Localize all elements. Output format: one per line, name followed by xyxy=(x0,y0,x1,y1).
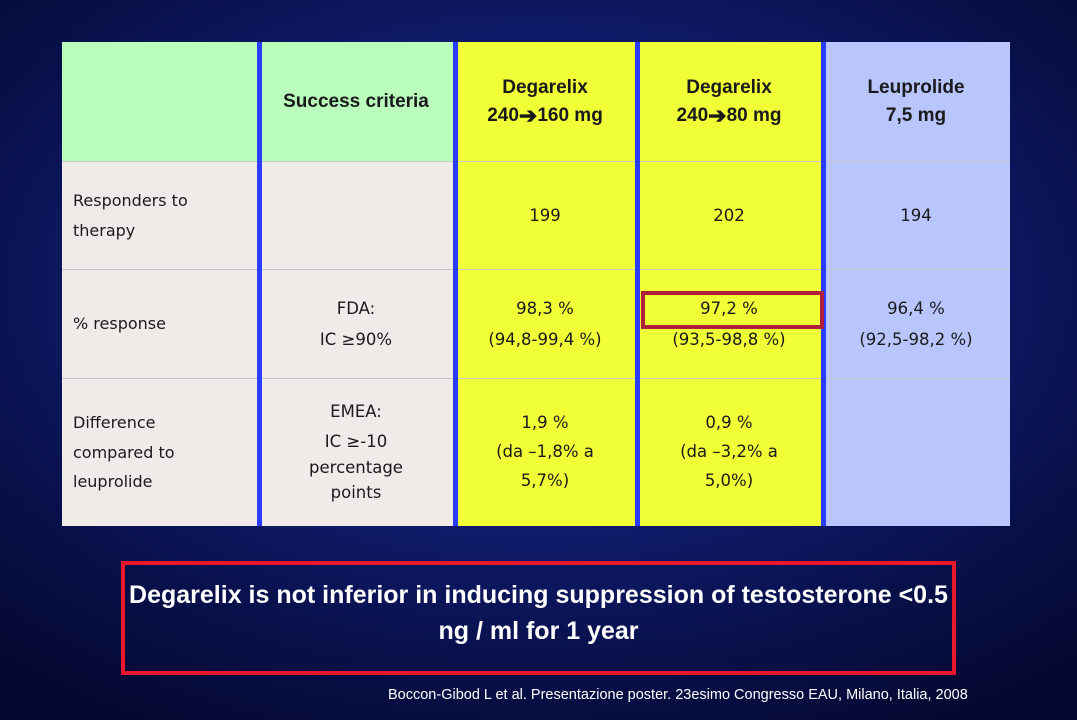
conclusion-text: Degarelix is not inferior in inducing su… xyxy=(129,581,948,646)
highlight-box xyxy=(641,291,824,329)
column-divider xyxy=(821,42,826,526)
criteria-agency: EMEA: xyxy=(330,402,382,422)
row-label-text: Responders to therapy xyxy=(73,190,188,240)
cell-value: 194 xyxy=(900,205,932,225)
header-degarelix-160-name: Degarelix xyxy=(502,76,588,98)
column-divider xyxy=(453,42,458,526)
cell-interval: (da –3,2% a 5,0%) xyxy=(680,442,778,490)
header-degarelix-80-dose: 240➔80 mg xyxy=(636,102,822,130)
row-label-text: Difference compared to leuprolide xyxy=(73,413,175,492)
table-cell: 0,9 % (da –3,2% a 5,0%) xyxy=(636,379,822,526)
header-degarelix-80-start: 240 xyxy=(676,104,709,126)
conclusion-callout: Degarelix is not inferior in inducing su… xyxy=(121,561,956,675)
criteria-cell-emea: EMEA: IC ≥-10 percentage points xyxy=(258,379,454,526)
criteria-cell-fda: FDA: IC ≥90% xyxy=(258,270,454,379)
row-label-responders: Responders to therapy xyxy=(62,162,258,270)
criteria-threshold: IC ≥90% xyxy=(319,330,393,349)
cell-value: 202 xyxy=(713,205,745,225)
cell-interval: (93,5-98,8 %) xyxy=(672,330,786,349)
table-cell: 1,9 % (da –1,8% a 5,7%) xyxy=(454,379,636,526)
column-divider xyxy=(257,42,262,526)
table-cell: 96,4 % (92,5-98,2 %) xyxy=(822,270,1010,379)
criteria-threshold: IC ≥-10 percentage points xyxy=(309,431,403,503)
row-label-text: % response xyxy=(73,314,166,334)
header-empty-cell xyxy=(62,42,258,162)
table-cell: 199 xyxy=(454,162,636,270)
header-degarelix-160: Degarelix 240➔160 mg xyxy=(454,42,636,162)
cell-value: 96,4 % xyxy=(887,298,945,318)
row-label-response: % response xyxy=(62,270,258,379)
row-label-difference: Difference compared to leuprolide xyxy=(62,379,258,526)
header-leuprolide-name: Leuprolide xyxy=(867,76,965,98)
table-cell: 202 xyxy=(636,162,822,270)
table-cell: 98,3 % (94,8-99,4 %) xyxy=(454,270,636,379)
header-degarelix-160-start: 240 xyxy=(487,104,519,126)
column-divider xyxy=(635,42,640,526)
header-success-criteria: Success criteria xyxy=(258,42,454,162)
citation: Boccon-Gibod L et al. Presentazione post… xyxy=(388,687,968,703)
header-degarelix-80: Degarelix 240➔80 mg xyxy=(636,42,822,162)
header-leuprolide: Leuprolide 7,5 mg xyxy=(822,42,1010,162)
header-degarelix-160-end: 160 mg xyxy=(537,104,603,126)
arrow-right-icon: ➔ xyxy=(518,102,538,128)
cell-interval: (92,5-98,2 %) xyxy=(859,330,973,349)
arrow-right-icon: ➔ xyxy=(708,102,727,128)
table-cell: 194 xyxy=(822,162,1010,270)
header-degarelix-160-dose: 240➔160 mg xyxy=(454,102,636,130)
criteria-agency: FDA: xyxy=(336,298,376,318)
criteria-cell-empty xyxy=(258,162,454,270)
header-success-criteria-text: Success criteria xyxy=(283,90,429,112)
cell-value: 0,9 % xyxy=(705,413,753,433)
cell-value: 98,3 % xyxy=(516,298,574,318)
table-cell: 97,2 % (93,5-98,8 %) xyxy=(636,270,822,379)
cell-value: 97,2 % xyxy=(700,298,758,318)
cell-value: 1,9 % xyxy=(521,413,569,433)
header-leuprolide-dose: 7,5 mg xyxy=(885,104,947,126)
cell-interval: (94,8-99,4 %) xyxy=(488,330,602,349)
table-cell-empty xyxy=(822,379,1010,526)
header-degarelix-80-end: 80 mg xyxy=(726,104,782,126)
header-degarelix-80-name: Degarelix xyxy=(686,76,772,98)
cell-value: 199 xyxy=(529,205,561,225)
comparison-table: Success criteria Degarelix 240➔160 mg De… xyxy=(62,42,1010,526)
cell-interval: (da –1,8% a 5,7%) xyxy=(496,442,594,490)
